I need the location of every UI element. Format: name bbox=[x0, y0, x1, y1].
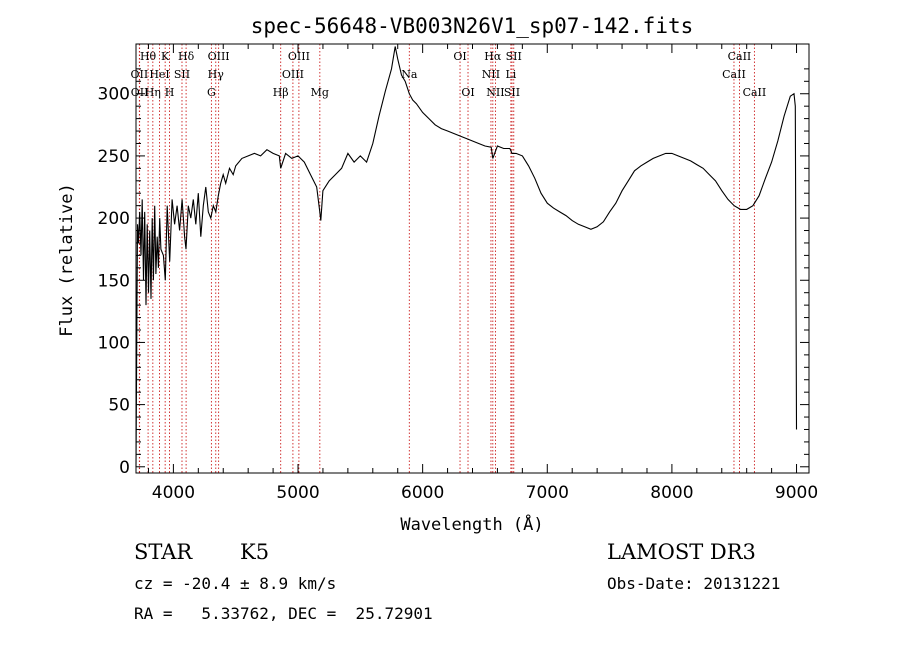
emission-lines bbox=[138, 44, 755, 473]
x-axis: 4000 5000 6000 7000 8000 9000 bbox=[147, 44, 818, 503]
x-tick-label-9000: 9000 bbox=[775, 483, 818, 503]
line-label-lines_low-1: Hη bbox=[145, 86, 161, 99]
y-axis-label: Flux (relative) bbox=[57, 183, 77, 337]
line-label-lines_low-9: CaII bbox=[743, 86, 767, 99]
flux-series-line bbox=[135, 46, 798, 467]
object-subclass: K5 bbox=[240, 540, 270, 564]
line-label-lines_mid-7: Li bbox=[505, 68, 516, 81]
chart-title: spec-56648-VB003N26V1_sp07-142.fits bbox=[251, 14, 694, 38]
x-tick-label-5000: 5000 bbox=[276, 483, 319, 503]
line-label-lines_mid-6: NII bbox=[482, 68, 500, 81]
line-label-lines_mid-4: OIII bbox=[282, 68, 304, 81]
line-label-lines_low-0: OII bbox=[131, 86, 149, 99]
line-label-lines_low-8: SII bbox=[504, 86, 520, 99]
x-tick-label-8000: 8000 bbox=[650, 483, 693, 503]
y-tick-label-0: 0 bbox=[119, 458, 130, 478]
redshift-readout: cz = -20.4 ± 8.9 km/s bbox=[134, 574, 337, 593]
plot-frame bbox=[135, 43, 810, 474]
line-label-lines_top-4: OIII bbox=[288, 50, 310, 63]
line-label-lines_mid-3: Hγ bbox=[208, 68, 225, 81]
survey-label: LAMOST DR3 bbox=[607, 540, 756, 564]
line-label-lines_low-3: G bbox=[207, 86, 216, 99]
line-label-lines_top-0: Hθ bbox=[140, 50, 157, 63]
x-tick-label-7000: 7000 bbox=[526, 483, 569, 503]
x-tick-label-6000: 6000 bbox=[401, 483, 444, 503]
line-labels: Hθ K Hδ OIII OIII OI Hα SII CaII OII HeI SII Hγ OIII N… bbox=[131, 50, 767, 99]
y-tick-label-150: 150 bbox=[98, 271, 130, 291]
line-label-lines_mid-0: OII bbox=[131, 68, 149, 81]
line-label-lines_top-5: OI bbox=[453, 50, 466, 63]
y-tick-label-250: 250 bbox=[98, 147, 130, 167]
y-tick-label-200: 200 bbox=[98, 209, 130, 229]
y-tick-label-300: 300 bbox=[98, 85, 130, 105]
line-label-lines_top-7: SII bbox=[506, 50, 522, 63]
line-label-lines_mid-1: HeI bbox=[149, 68, 169, 81]
line-label-lines_low-7: NII bbox=[486, 86, 504, 99]
line-label-lines_top-1: K bbox=[161, 50, 170, 63]
x-tick-label-4000: 4000 bbox=[152, 483, 195, 503]
y-tick-label-100: 100 bbox=[98, 333, 130, 353]
x-axis-label: Wavelength (Å) bbox=[400, 513, 543, 535]
line-label-lines_low-2: H bbox=[165, 86, 175, 99]
object-class: STAR bbox=[134, 540, 193, 564]
line-label-lines_mid-5: Na bbox=[401, 68, 418, 81]
line-label-lines_top-8: CaII bbox=[728, 50, 752, 63]
line-label-lines_low-4: Hβ bbox=[273, 86, 289, 99]
line-label-lines_low-5: Mg bbox=[311, 86, 329, 99]
y-tick-label-50: 50 bbox=[108, 396, 130, 416]
obs-date: Obs-Date: 20131221 bbox=[607, 574, 781, 593]
line-label-lines_mid-2: SII bbox=[174, 68, 190, 81]
y-axis: 0 50 100 150 200 250 300 bbox=[98, 68, 809, 478]
line-label-lines_mid-8: CaII bbox=[722, 68, 746, 81]
line-label-lines_top-3: OIII bbox=[208, 50, 230, 63]
line-label-lines_top-6: Hα bbox=[484, 50, 502, 63]
line-label-lines_low-6: OI bbox=[461, 86, 474, 99]
coordinates-readout: RA = 5.33762, DEC = 25.72901 bbox=[134, 604, 433, 623]
line-label-lines_top-2: Hδ bbox=[178, 50, 195, 63]
